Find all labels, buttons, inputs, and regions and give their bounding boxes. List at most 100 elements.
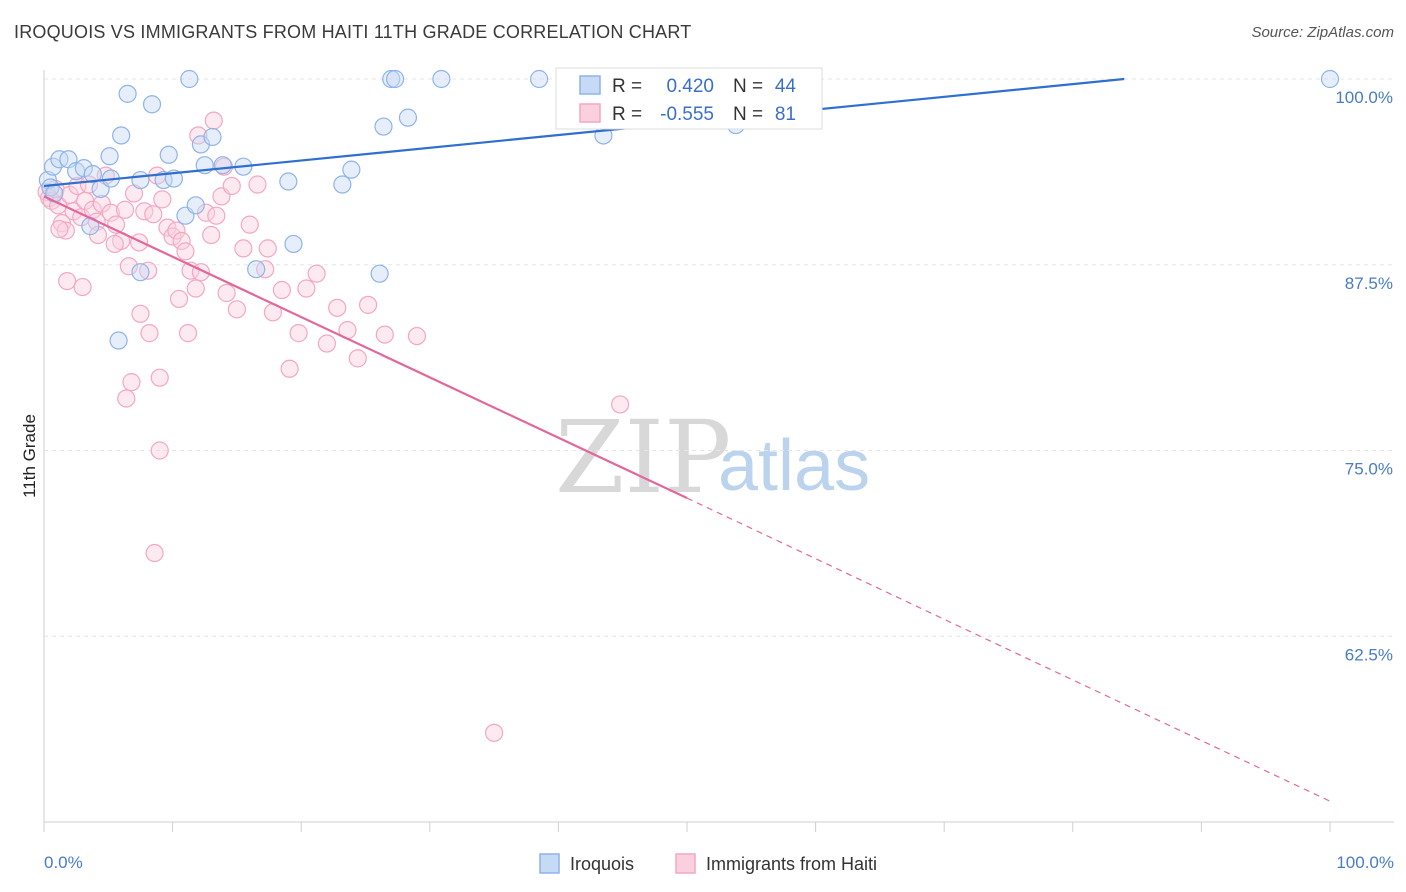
haiti-point (227, 300, 246, 319)
haiti-point (280, 359, 299, 378)
haiti-point (297, 279, 316, 298)
stats-r-label-haiti: R = (612, 104, 642, 125)
haiti-point (122, 373, 141, 392)
haiti-point (130, 233, 149, 252)
haiti-point (145, 543, 164, 563)
bottom-legend: Iroquois Immigrants from Haiti (539, 853, 877, 874)
chart-title: IROQUOIS VS IMMIGRANTS FROM HAITI 11TH G… (14, 22, 692, 42)
watermark-atlas: atlas (718, 426, 870, 506)
haiti-point (117, 389, 136, 408)
stats-n-label-haiti: N = (733, 104, 763, 125)
haiti-point (234, 239, 253, 258)
haiti-point (289, 324, 308, 343)
legend-swatch-haiti (675, 853, 696, 874)
iroquois-point (109, 331, 128, 350)
haiti-point (140, 324, 159, 343)
iroquois-point (43, 157, 63, 176)
haiti-point (328, 298, 347, 317)
legend-swatch-iroquois (539, 853, 560, 874)
series-haiti-points (37, 111, 630, 742)
stats-swatch-iroquois (579, 75, 601, 95)
haiti-point (202, 225, 221, 245)
haiti-point (307, 264, 326, 283)
trend-lines (43, 77, 1331, 802)
stats-swatch-haiti (579, 103, 601, 123)
axes (43, 70, 1394, 823)
stats-n-value-haiti: 81 (775, 104, 796, 125)
trend-line-haiti-extrapolated (686, 497, 1331, 802)
haiti-point (73, 277, 92, 297)
haiti-point (358, 295, 378, 314)
iroquois-point (142, 95, 162, 114)
iroquois-point (382, 69, 401, 89)
series-iroquois-points (38, 69, 1340, 350)
haiti-point (139, 261, 158, 280)
iroquois-point (530, 69, 549, 89)
y-tick-label: 75.0% (1345, 460, 1393, 479)
haiti-point (407, 326, 427, 346)
haiti-point (258, 239, 277, 258)
iroquois-point (112, 126, 131, 145)
haiti-point (611, 395, 630, 414)
iroquois-point (370, 264, 389, 283)
iroquois-point (186, 196, 205, 215)
trend-line-haiti (43, 195, 688, 500)
haiti-point (169, 289, 189, 309)
iroquois-point (432, 69, 451, 89)
haiti-point (101, 203, 120, 222)
haiti-point (144, 205, 163, 224)
stats-n-label-iroquois: N = (733, 76, 763, 97)
haiti-point (105, 234, 124, 254)
haiti-point (56, 221, 75, 240)
stats-r-label-iroquois: R = (612, 76, 642, 97)
haiti-point (153, 190, 172, 209)
haiti-point (176, 242, 195, 261)
stats-n-value-iroquois: 44 (775, 76, 797, 97)
haiti-point (167, 221, 186, 240)
haiti-point (207, 206, 226, 225)
y-tick-labels: 62.5% 75.0% 87.5% 100.0% (1335, 88, 1393, 664)
haiti-point (150, 441, 169, 460)
haiti-point (150, 368, 169, 387)
iroquois-point (83, 165, 102, 184)
stats-r-value-haiti: -0.555 (660, 104, 714, 125)
haiti-point (348, 349, 367, 368)
iroquois-point (342, 160, 361, 179)
haiti-point (222, 176, 241, 196)
haiti-point (248, 175, 267, 194)
haiti-point (186, 279, 205, 298)
watermark-zip: ZIP (555, 399, 731, 516)
iroquois-point (398, 108, 418, 127)
y-tick-label: 100.0% (1335, 88, 1393, 107)
iroquois-point (333, 175, 352, 194)
trend-line-iroquois (43, 77, 1125, 188)
iroquois-point (284, 234, 303, 254)
haiti-point (50, 219, 69, 239)
y-tick-label: 62.5% (1345, 645, 1393, 664)
iroquois-point (159, 145, 178, 164)
iroquois-point (374, 117, 393, 136)
haiti-point (119, 257, 138, 276)
stats-r-value-iroquois: 0.420 (666, 76, 714, 97)
x-tick-label-min: 0.0% (44, 853, 83, 872)
legend-label-iroquois: Iroquois (570, 854, 634, 874)
haiti-point (178, 324, 198, 343)
legend-label-haiti: Immigrants from Haiti (706, 854, 877, 874)
haiti-point (131, 304, 150, 323)
iroquois-point (385, 69, 405, 89)
haiti-point (375, 325, 394, 344)
y-axis-label: 11th Grade (20, 414, 39, 498)
haiti-point (58, 271, 77, 291)
haiti-point (272, 280, 292, 300)
x-ticks (43, 822, 1331, 832)
haiti-point (172, 231, 191, 251)
iroquois-point (131, 170, 150, 190)
iroquois-point (247, 260, 266, 279)
haiti-point (115, 200, 135, 219)
haiti-point (196, 203, 216, 222)
source-label: Source: ZipAtlas.com (1251, 24, 1394, 41)
iroquois-point (203, 127, 222, 147)
haiti-point (240, 215, 259, 234)
iroquois-point (100, 147, 119, 166)
